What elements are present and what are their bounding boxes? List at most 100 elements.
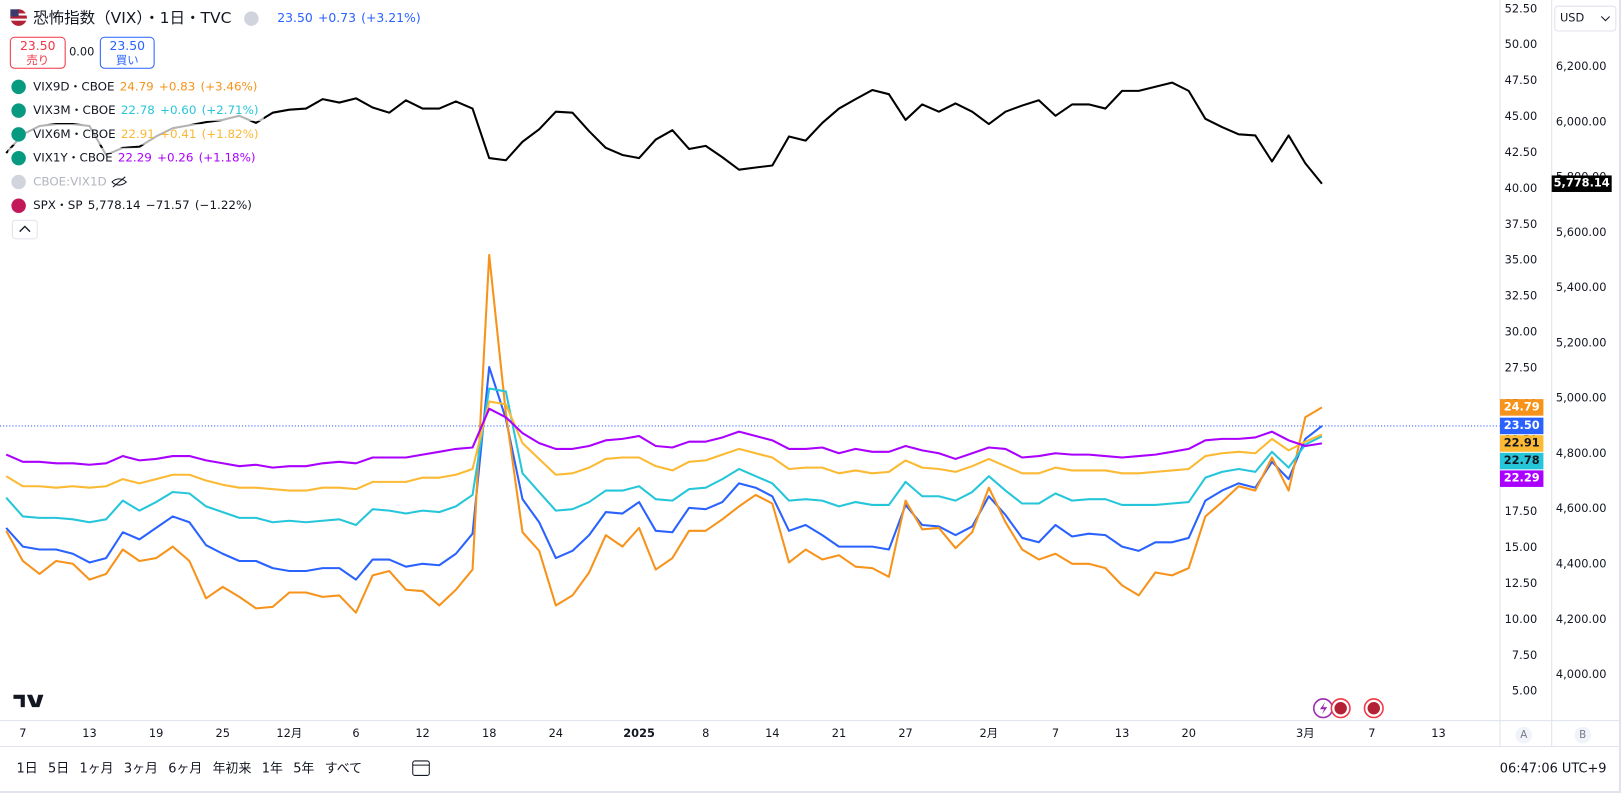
range-button[interactable]: 6ヶ月 [168, 762, 202, 777]
last-value-label: 22.29 [1504, 471, 1540, 485]
calendar-icon[interactable] [412, 760, 430, 776]
legend-name: VIX3M・CBOE [33, 103, 116, 117]
collapse-icon [19, 225, 31, 233]
header: 恐怖指数（VIX）・1日・TVC [10, 9, 259, 27]
legend-name: VIX6M・CBOE [33, 127, 116, 141]
plot-lines [0, 81, 1500, 614]
currency-select[interactable] [1554, 5, 1617, 32]
legend-row-bg [8, 124, 264, 145]
y-tick-label: 12.50 [1505, 576, 1538, 590]
x-tick-label: 2025 [623, 726, 655, 740]
flag-canton [10, 9, 19, 17]
legend-change-pct: (+1.18%) [199, 151, 256, 165]
x-tick-label: 7 [1052, 726, 1059, 740]
event-glyph [1319, 702, 1328, 715]
dropdown-icon [1600, 16, 1610, 22]
y2-tick-label: 5,600.00 [1556, 225, 1607, 239]
x-tick-label: 7 [1368, 726, 1375, 740]
last-value-label: 23.50 [1504, 418, 1540, 432]
y-tick-label: 27.50 [1505, 360, 1538, 374]
range-button[interactable]: すべて [325, 762, 362, 777]
range-button[interactable]: 5日 [48, 762, 69, 777]
last-value-label: 22.91 [1504, 436, 1540, 450]
series-line [5, 400, 1323, 492]
range-button[interactable]: 1ヶ月 [80, 762, 114, 777]
y2-tick-label: 4,200.00 [1556, 612, 1607, 626]
last-value-label: 22.78 [1504, 453, 1540, 467]
x-tick-label: 18 [482, 726, 496, 740]
legend-row-bg [8, 100, 264, 121]
y-tick-label: 32.50 [1505, 289, 1538, 303]
range-button[interactable]: 1年 [262, 762, 283, 777]
x-tick-label: 20 [1181, 726, 1195, 740]
collapse-button[interactable] [11, 219, 38, 240]
y-tick-label: 5.00 [1512, 684, 1537, 698]
sell-button[interactable] [9, 36, 66, 69]
legend-change: +0.41 [160, 127, 196, 141]
legend-change-pct: (−1.22%) [195, 198, 252, 212]
range-button[interactable]: 3ヶ月 [124, 762, 158, 777]
y2-tick-label: 4,000.00 [1556, 667, 1607, 681]
last-value-box [1499, 399, 1544, 416]
x-tick-label: 21 [832, 726, 846, 740]
legend-row-bg [8, 171, 112, 193]
range-button[interactable]: 1日 [17, 762, 38, 777]
legend-icon [11, 103, 26, 118]
legend-change-pct: (+3.46%) [200, 79, 257, 93]
y-tick-label: 50.00 [1505, 37, 1538, 51]
x-tick-label: 3月 [1296, 726, 1315, 740]
legend-value: 24.79 [120, 79, 154, 93]
x-tick-label: 6 [352, 726, 359, 740]
event-glyph [1367, 702, 1380, 715]
legend-name: VIX1Y・CBOE [33, 151, 113, 165]
x-tick-label: 24 [549, 726, 563, 740]
series-line [5, 407, 1323, 469]
x-tick-label: 25 [215, 726, 229, 740]
last-value-box [1499, 417, 1544, 435]
buy-label: 買い [116, 53, 139, 67]
legend-row-bg [8, 76, 263, 98]
legend-change-pct: (+2.71%) [202, 103, 259, 117]
legend-name: SPX・SP [33, 198, 82, 212]
y-tick-label: 15.00 [1505, 540, 1538, 554]
header-change: +0.73 [318, 10, 356, 25]
y2-tick-label: 4,800.00 [1556, 446, 1607, 460]
buy-price: 23.50 [109, 38, 145, 53]
legend-name: CBOE:VIX1D [33, 174, 107, 188]
x-tick-label: 13 [1431, 726, 1445, 740]
legend-change: +0.83 [159, 79, 195, 93]
last-value-box [1499, 435, 1544, 452]
x-tick-label: 12月 [276, 726, 302, 740]
symbol-title[interactable]: 恐怖指数（VIX）・1日・TVC [33, 9, 231, 27]
last-value-label: 5,778.14 [1554, 176, 1610, 190]
legend-icon [11, 198, 26, 213]
y-tick-label: 37.50 [1505, 217, 1538, 231]
range-button[interactable]: 年初来 [213, 762, 252, 777]
legend-row-bg [8, 195, 258, 217]
last-value-box [1499, 470, 1544, 487]
trade-buttons: 23.50 売り 0.00 23.50 買い [9, 36, 155, 69]
axis-button[interactable] [1515, 726, 1533, 744]
market-status[interactable] [244, 11, 259, 26]
axis-button-label: B [1579, 729, 1586, 741]
last-value-box [1499, 452, 1544, 470]
legend-icon [11, 150, 26, 166]
y-tick-label: 45.00 [1505, 109, 1538, 123]
buy-button[interactable] [99, 36, 155, 69]
legend-change-pct: (+1.82%) [202, 127, 259, 141]
y2-tick-label: 6,200.00 [1556, 59, 1607, 73]
y-tick-label: 17.50 [1505, 504, 1538, 518]
x-tick-label: 7 [19, 726, 26, 740]
last-value-label: 24.79 [1504, 399, 1540, 413]
y-tick-label: 30.00 [1505, 325, 1538, 339]
legend-value: 22.91 [121, 127, 155, 141]
legend-name: VIX9D・CBOE [33, 79, 114, 93]
x-tick-label: 2月 [980, 726, 999, 740]
axis-button[interactable] [1574, 726, 1592, 744]
series-line [5, 387, 1323, 527]
hidden-icon [111, 176, 128, 188]
range-button[interactable]: 5年 [293, 762, 314, 777]
x-tick-label: 14 [765, 726, 779, 740]
